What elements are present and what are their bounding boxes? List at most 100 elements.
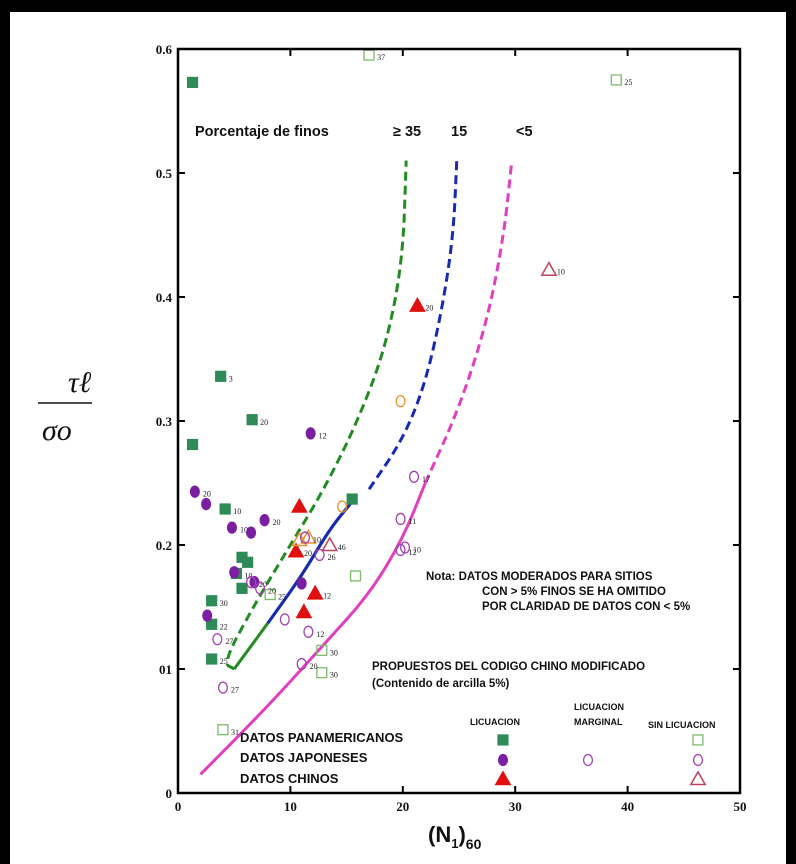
data-point-circle <box>337 500 348 513</box>
point-label: 25 <box>624 78 632 87</box>
data-point-triangle <box>299 528 317 544</box>
point-label: 10 <box>233 507 241 516</box>
data-point-triangle <box>408 297 426 312</box>
data-point-square <box>349 570 362 582</box>
point-label: 20 <box>203 490 211 499</box>
data-point-circle <box>226 521 238 534</box>
x-tick-label: 10 <box>284 799 297 814</box>
legend-row-chi: DATOS CHINOS <box>240 771 339 786</box>
nota-line-2: CON > 5% FINOS SE HA OMITIDO <box>482 586 666 598</box>
data-point-circle <box>395 395 406 408</box>
y-tick-label: 0.6 <box>156 42 173 57</box>
legend-col-marginal-2: MARGINAL <box>574 717 623 727</box>
data-point-circle <box>395 543 406 557</box>
curve-6 <box>423 160 514 484</box>
y-tick-label: 01 <box>159 662 172 677</box>
propuestos-line-2: (Contenido de arcilla 5%) <box>372 678 510 690</box>
data-point-square <box>217 724 229 736</box>
data-point-circle <box>259 514 270 527</box>
curve-label-15: 15 <box>451 124 467 140</box>
x-tick-label: 50 <box>734 799 747 814</box>
legend-row-pan: DATOS PANAMERICANOS <box>240 730 404 745</box>
data-point-circle <box>296 577 307 590</box>
nota-line-3: POR CLARIDAD DE DATOS CON < 5% <box>482 601 690 613</box>
data-point-square <box>206 595 218 607</box>
point-label: 20 <box>273 518 281 527</box>
data-point-circle <box>201 497 212 511</box>
point-label: 25 <box>220 657 228 666</box>
point-label: 10 <box>413 545 421 554</box>
data-point-triangle <box>306 584 324 600</box>
point-label: 20 <box>310 662 318 671</box>
legend-marker-licuacion <box>497 734 509 746</box>
legend-marker-marginal <box>582 753 594 767</box>
point-label: 20 <box>268 586 276 595</box>
legend-col-marginal-1: LICUACION <box>574 702 624 712</box>
point-label: 12 <box>319 431 327 440</box>
data-point-circle <box>314 548 325 562</box>
point-label: 20 <box>304 549 312 558</box>
point-label: 30 <box>220 599 228 608</box>
x-tick-label: 40 <box>621 799 634 814</box>
y-tick-label: 0.4 <box>156 290 173 305</box>
data-point-circle <box>279 613 290 626</box>
data-point-circle <box>217 681 229 694</box>
data-point-square <box>346 493 358 505</box>
y-tick-label: 0.2 <box>156 538 172 553</box>
data-point-circle <box>305 427 316 440</box>
legend-row-jap: DATOS JAPONESES <box>240 750 368 765</box>
curve-4 <box>367 160 459 491</box>
point-label: 20 <box>425 304 433 313</box>
point-label: 22 <box>220 622 228 631</box>
legend-marker-sin-licuacion <box>692 734 704 746</box>
legend-marker-sin-licuacion <box>692 753 704 767</box>
x-tick-label: 30 <box>509 799 522 814</box>
data-point-square <box>316 644 328 656</box>
point-label: 10 <box>313 536 321 545</box>
data-point-square <box>246 414 258 426</box>
data-point-square <box>242 556 254 568</box>
data-point-circle <box>189 485 200 498</box>
y-label-denominator: σo <box>42 414 72 447</box>
data-point-square <box>186 76 199 89</box>
data-point-circle <box>296 657 307 671</box>
data-point-square <box>316 667 328 679</box>
point-label: 10 <box>244 572 252 581</box>
point-label: 31 <box>231 728 239 737</box>
x-tick-label: 20 <box>396 799 409 814</box>
point-label: 12 <box>323 591 331 600</box>
data-point-circle <box>303 625 314 638</box>
data-point-circle <box>212 633 223 646</box>
legend-col-licuacion: LICUACION <box>470 717 520 727</box>
data-point-square <box>219 503 231 515</box>
y-tick-label: 0.5 <box>156 166 173 181</box>
x-tick-label: 0 <box>175 799 182 814</box>
chart-frame: 3 20 10 10 30 22 25 20 10 20 12 20 12 20 25 37 25 30 30 31 1… <box>10 12 786 864</box>
point-label: 12 <box>316 630 324 639</box>
data-point-circle <box>246 526 257 539</box>
x-axis-label: (N1)60 <box>428 822 482 852</box>
data-point-circle <box>255 582 266 595</box>
data-point-circle <box>246 576 257 589</box>
data-point-square <box>206 653 218 665</box>
data-point-square <box>610 74 622 86</box>
finos-label: Porcentaje de finos <box>195 124 329 140</box>
legend-marker-licuacion <box>494 770 512 786</box>
data-point-triangle <box>540 261 558 276</box>
point-label: 11 <box>409 517 417 526</box>
point-label: 10 <box>557 268 565 277</box>
point-label: 17 <box>422 475 430 484</box>
data-point-circle <box>229 566 240 579</box>
y-tick-label: 0.3 <box>156 414 173 429</box>
cyclic-stress-ratio-chart: 3201010302225201020122012202537253030311… <box>38 42 747 852</box>
curve-label-35: ≥ 35 <box>393 124 421 140</box>
point-label: 26 <box>328 553 336 562</box>
nota-line-1: Nota: DATOS MODERADOS PARA SITIOS <box>426 571 653 583</box>
curve-3 <box>266 500 354 624</box>
y-label-numerator: τℓ <box>68 366 92 399</box>
data-point-triangle <box>287 542 305 558</box>
data-point-triangle <box>295 603 313 619</box>
propuestos-line-1: PROPUESTOS DEL CODIGO CHINO MODIFICADO <box>372 661 645 673</box>
point-label: 10 <box>240 526 248 535</box>
point-label: 3 <box>229 374 233 383</box>
